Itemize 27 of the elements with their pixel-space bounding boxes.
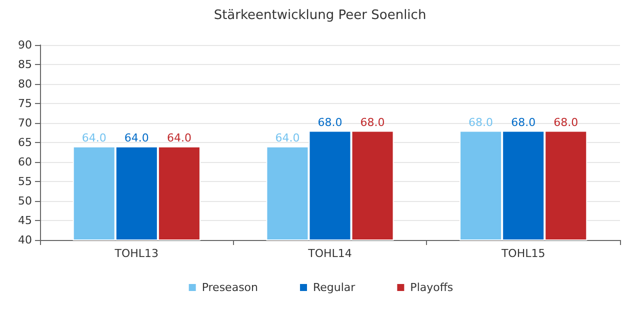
data-label: 68.0 — [511, 116, 536, 129]
y-tick-label: 40 — [18, 234, 32, 246]
data-label: 68.0 — [360, 116, 385, 129]
y-tick-label: 70 — [18, 116, 32, 130]
legend-label: Regular — [312, 281, 356, 294]
y-tick-label: 75 — [18, 97, 32, 110]
data-label: 64.0 — [275, 131, 300, 144]
data-label: 68.0 — [468, 116, 494, 129]
data-label: 68.0 — [318, 116, 342, 129]
legend-label: Preseason — [202, 281, 258, 294]
chart-title: Stärkeentwicklung Peer Soenlich — [214, 8, 426, 23]
y-tick-label: 50 — [18, 194, 32, 208]
x-tick-label: TOHL13 — [114, 247, 159, 260]
data-label: 68.0 — [554, 116, 578, 129]
y-tick-label: 80 — [18, 78, 32, 90]
x-tick-label: TOHL15 — [500, 247, 546, 260]
data-label: 64.0 — [124, 131, 149, 144]
y-tick-label: 45 — [18, 214, 32, 227]
y-tick-label: 90 — [18, 38, 32, 52]
data-label: 64.0 — [82, 131, 106, 144]
data-label: 64.0 — [166, 131, 192, 144]
y-tick-label: 55 — [18, 175, 32, 188]
x-tick-label: TOHL14 — [307, 247, 352, 260]
y-tick-label: 65 — [18, 136, 32, 149]
legend-label: Playoffs — [410, 281, 454, 294]
y-tick-label: 85 — [18, 58, 32, 71]
y-tick-label: 60 — [18, 156, 32, 168]
